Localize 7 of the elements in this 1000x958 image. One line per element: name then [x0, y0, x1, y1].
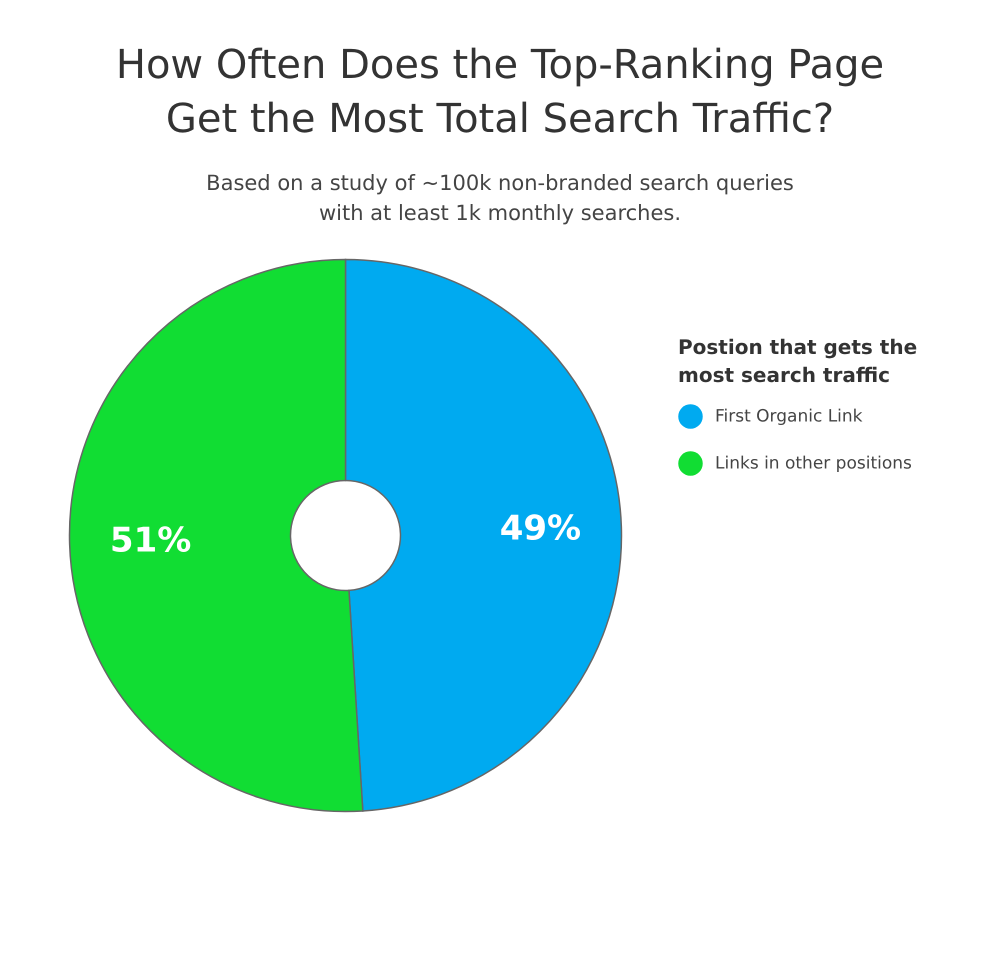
legend-label: First Organic Link	[715, 406, 863, 426]
legend-label: Links in other positions	[715, 454, 912, 474]
legend-title: Postion that gets the most search traffic	[678, 335, 918, 387]
chart-title: How Often Does the Top-Ranking Page Get the Most Total Search Traffic?	[114, 41, 886, 144]
chart-subtitle: Based on a study of ~100k non-branded search queries with at least 1k monthly searches.	[205, 170, 795, 227]
data-label: 51%	[110, 520, 192, 561]
data-label: 49%	[500, 508, 582, 548]
